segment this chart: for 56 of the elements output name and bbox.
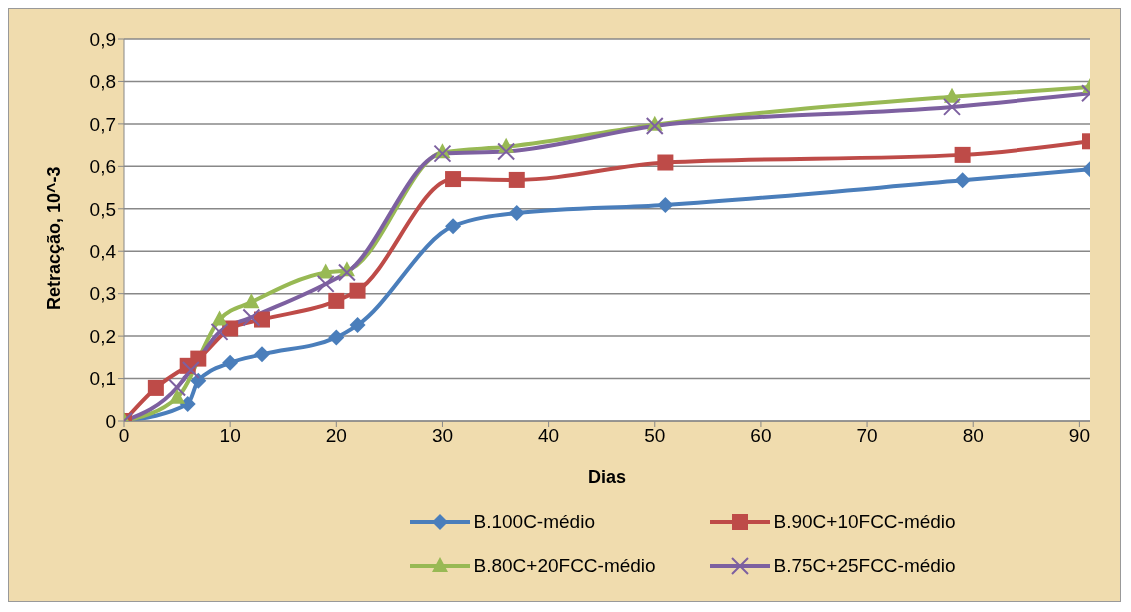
point (954, 146, 971, 163)
point (657, 154, 674, 171)
point (222, 354, 239, 371)
y-tick-label: 0 (105, 410, 116, 432)
legend-label: B.100C-médio (473, 511, 595, 533)
y-tick-label: 0,1 (89, 368, 116, 390)
point (210, 322, 229, 341)
point (508, 205, 525, 222)
point (657, 196, 674, 213)
x-tick-label: 50 (644, 425, 666, 447)
point (190, 372, 207, 389)
point (954, 172, 971, 189)
point (169, 388, 186, 404)
point (190, 350, 207, 367)
point (328, 329, 345, 346)
point (181, 361, 200, 380)
point (645, 117, 664, 136)
point (943, 97, 961, 116)
x-tick-label: 30 (431, 425, 454, 447)
point (254, 311, 270, 328)
point (508, 171, 525, 188)
x-tick-label: 90 (1068, 425, 1090, 447)
legend-label: B.80C+20FCC-médio (473, 555, 656, 577)
x-tick-label: 40 (538, 425, 560, 447)
point (242, 308, 261, 327)
legend-label: B.90C+10FCC-médio (773, 511, 956, 533)
point (349, 282, 366, 299)
point (433, 144, 452, 163)
y-tick-label: 0,6 (89, 156, 116, 178)
y-tick-label: 0,9 (89, 28, 116, 50)
point (445, 218, 462, 235)
point (211, 310, 228, 326)
x-axis-title: Dias (587, 467, 627, 487)
point (179, 396, 196, 413)
y-tick-label: 0,8 (89, 71, 116, 93)
y-tick-label: 0,2 (89, 325, 116, 347)
x-tick-label: 10 (219, 425, 241, 447)
y-tick-label: 0,3 (89, 283, 116, 305)
y-tick-label: 0,5 (89, 198, 116, 220)
y-tick-label: 0,4 (89, 240, 117, 262)
point (147, 379, 164, 396)
point (316, 274, 335, 293)
point (337, 263, 356, 282)
point (243, 293, 260, 309)
point (445, 171, 462, 188)
x-tick-label: 80 (962, 425, 984, 447)
x-tick-label: 70 (856, 425, 878, 447)
point (349, 317, 366, 334)
legend-label: B.75C+25FCC-médio (773, 555, 956, 577)
x-tick-label: 20 (325, 425, 347, 447)
x-tick-label: 60 (750, 425, 772, 447)
point (497, 142, 516, 161)
point (254, 346, 270, 363)
y-tick-label: 0,7 (89, 113, 116, 135)
point (328, 292, 345, 309)
y-axis-title: Retracção, 10^-3 (44, 166, 65, 310)
